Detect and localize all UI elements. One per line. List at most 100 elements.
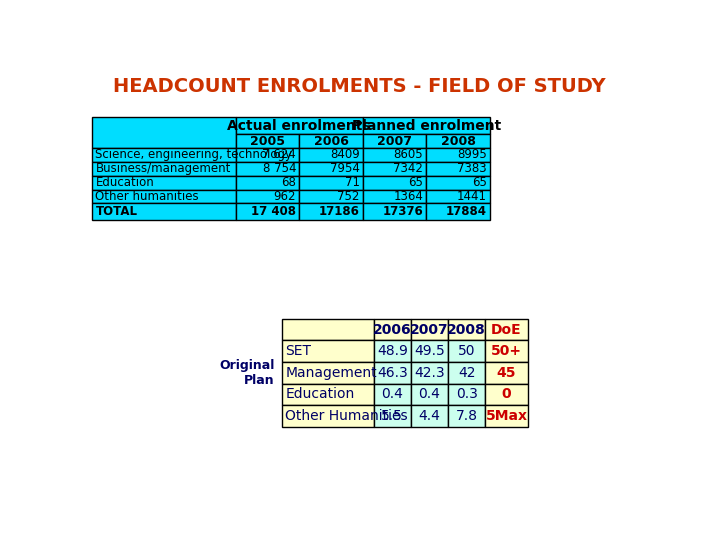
Text: 17884: 17884 bbox=[446, 205, 487, 218]
Text: 48.9: 48.9 bbox=[377, 344, 408, 358]
Bar bbox=[235, 148, 300, 162]
Bar bbox=[363, 176, 426, 190]
Bar bbox=[426, 134, 490, 148]
Bar bbox=[448, 362, 485, 383]
Text: 2005: 2005 bbox=[250, 134, 285, 147]
Text: TOTAL: TOTAL bbox=[96, 205, 138, 218]
Text: 5.5: 5.5 bbox=[382, 409, 403, 423]
Text: Other Humanities: Other Humanities bbox=[285, 409, 408, 423]
Bar bbox=[426, 162, 490, 176]
Text: 7 624: 7 624 bbox=[262, 148, 296, 161]
Text: 5Max: 5Max bbox=[485, 409, 528, 423]
Bar bbox=[282, 383, 374, 405]
Text: 8995: 8995 bbox=[457, 148, 487, 161]
Bar bbox=[485, 405, 528, 427]
Text: 65: 65 bbox=[408, 176, 423, 189]
Text: HEADCOUNT ENROLMENTS - FIELD OF STUDY: HEADCOUNT ENROLMENTS - FIELD OF STUDY bbox=[113, 77, 606, 96]
Bar bbox=[448, 405, 485, 427]
Bar bbox=[374, 340, 411, 362]
Bar bbox=[235, 134, 300, 148]
Bar bbox=[300, 148, 363, 162]
Bar bbox=[485, 362, 528, 383]
Bar bbox=[92, 176, 235, 190]
Text: 7342: 7342 bbox=[393, 162, 423, 176]
Bar bbox=[448, 340, 485, 362]
Bar bbox=[235, 176, 300, 190]
Text: 962: 962 bbox=[274, 190, 296, 203]
Text: 2008: 2008 bbox=[447, 323, 486, 336]
Text: 0.4: 0.4 bbox=[418, 387, 441, 401]
Text: 0.3: 0.3 bbox=[456, 387, 477, 401]
Bar bbox=[363, 117, 490, 134]
Bar bbox=[235, 162, 300, 176]
Bar bbox=[411, 405, 448, 427]
Bar bbox=[411, 319, 448, 340]
Text: Education: Education bbox=[285, 387, 354, 401]
Bar bbox=[92, 190, 235, 204]
Text: Business/management: Business/management bbox=[96, 162, 231, 176]
Bar bbox=[426, 148, 490, 162]
Text: 8 754: 8 754 bbox=[263, 162, 296, 176]
Text: 0.4: 0.4 bbox=[382, 387, 403, 401]
Bar bbox=[300, 134, 363, 148]
Text: 2008: 2008 bbox=[441, 134, 476, 147]
Bar bbox=[426, 204, 490, 220]
Text: 752: 752 bbox=[338, 190, 360, 203]
Text: 17376: 17376 bbox=[382, 205, 423, 218]
Bar bbox=[282, 362, 374, 383]
Text: 2007: 2007 bbox=[377, 134, 412, 147]
Bar bbox=[235, 117, 363, 134]
Bar bbox=[374, 383, 411, 405]
Bar bbox=[300, 190, 363, 204]
Text: 2006: 2006 bbox=[314, 134, 348, 147]
Bar bbox=[448, 319, 485, 340]
Text: 65: 65 bbox=[472, 176, 487, 189]
Text: Original
Plan: Original Plan bbox=[219, 359, 274, 387]
Text: 8605: 8605 bbox=[394, 148, 423, 161]
Text: 42: 42 bbox=[458, 366, 475, 380]
Text: 7383: 7383 bbox=[457, 162, 487, 176]
Text: 2007: 2007 bbox=[410, 323, 449, 336]
Bar bbox=[300, 204, 363, 220]
Text: 0: 0 bbox=[502, 387, 511, 401]
Text: 46.3: 46.3 bbox=[377, 366, 408, 380]
Bar bbox=[92, 204, 235, 220]
Text: 2006: 2006 bbox=[373, 323, 412, 336]
Bar bbox=[363, 204, 426, 220]
Text: 1441: 1441 bbox=[456, 190, 487, 203]
Text: Planned enrolment: Planned enrolment bbox=[352, 119, 501, 133]
Bar bbox=[448, 383, 485, 405]
Bar bbox=[374, 362, 411, 383]
Text: 17186: 17186 bbox=[319, 205, 360, 218]
Text: 7954: 7954 bbox=[330, 162, 360, 176]
Bar bbox=[363, 190, 426, 204]
Bar bbox=[300, 176, 363, 190]
Bar bbox=[235, 204, 300, 220]
Bar bbox=[235, 190, 300, 204]
Bar bbox=[374, 319, 411, 340]
Text: 71: 71 bbox=[345, 176, 360, 189]
Text: Education: Education bbox=[96, 176, 154, 189]
Bar bbox=[282, 319, 374, 340]
Text: 49.5: 49.5 bbox=[414, 344, 445, 358]
Text: 7.8: 7.8 bbox=[456, 409, 477, 423]
Bar bbox=[426, 176, 490, 190]
Text: Management: Management bbox=[285, 366, 377, 380]
Text: 50+: 50+ bbox=[491, 344, 522, 358]
Bar bbox=[363, 162, 426, 176]
Text: Science, engineering, technology: Science, engineering, technology bbox=[96, 148, 292, 161]
Bar bbox=[374, 405, 411, 427]
Text: SET: SET bbox=[285, 344, 311, 358]
Text: 8409: 8409 bbox=[330, 148, 360, 161]
Text: 1364: 1364 bbox=[393, 190, 423, 203]
Text: DoE: DoE bbox=[491, 323, 522, 336]
Bar bbox=[300, 162, 363, 176]
Text: 50: 50 bbox=[458, 344, 475, 358]
Text: 45: 45 bbox=[497, 366, 516, 380]
Bar bbox=[92, 117, 235, 148]
Bar bbox=[426, 190, 490, 204]
Bar bbox=[411, 383, 448, 405]
Bar bbox=[92, 162, 235, 176]
Text: 17 408: 17 408 bbox=[251, 205, 296, 218]
Bar bbox=[282, 405, 374, 427]
